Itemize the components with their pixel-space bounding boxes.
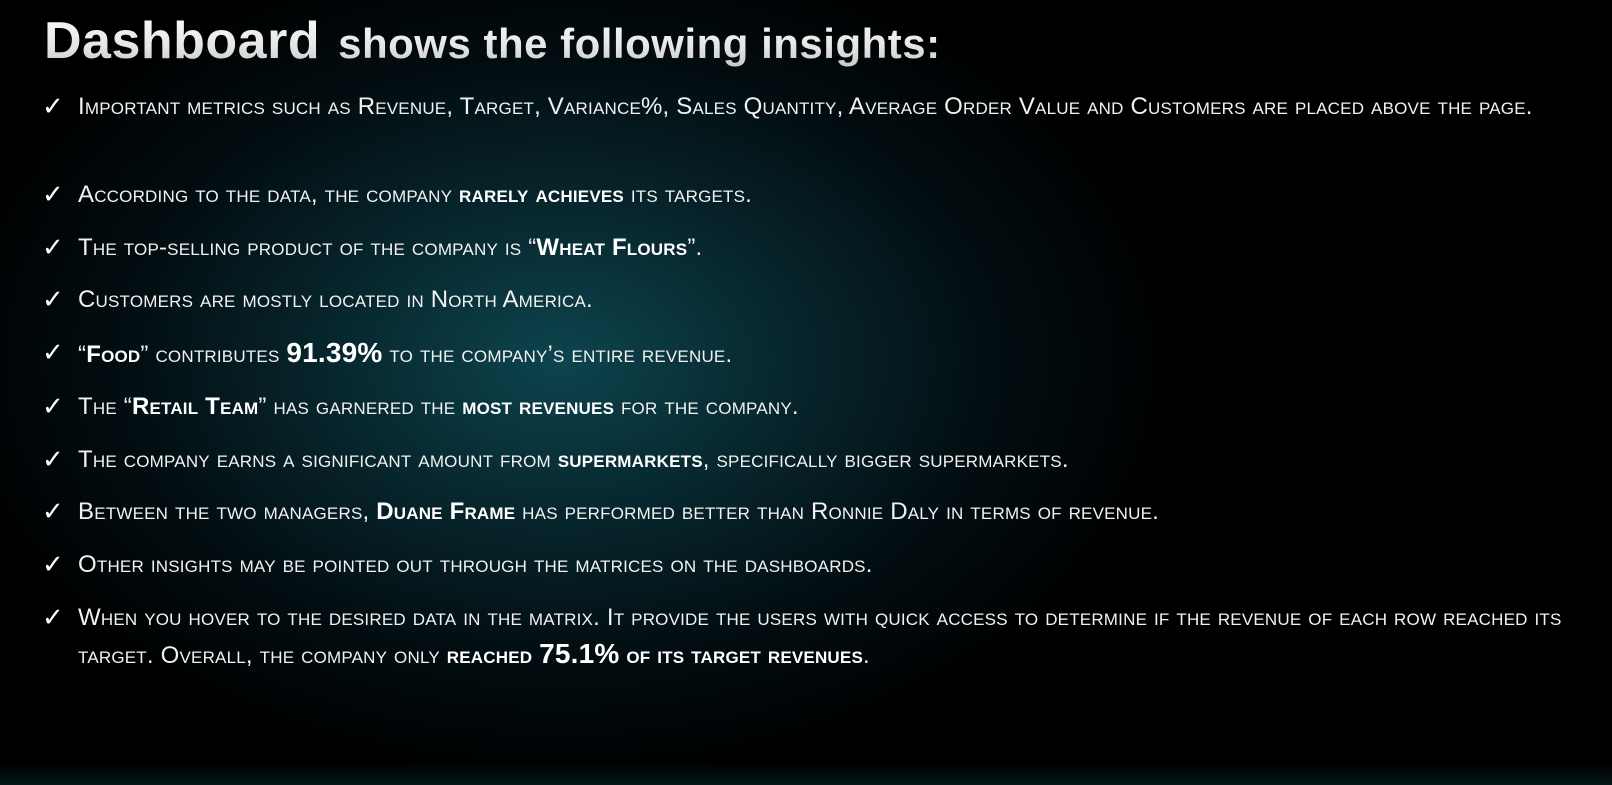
insight-emphasis: supermarkets	[557, 446, 703, 473]
insight-emphasis: Retail Team	[131, 393, 259, 420]
list-item: ✓ The company earns a significant amount…	[42, 442, 1602, 478]
checkmark-icon: ✓	[42, 338, 64, 368]
insight-text: According to the data, the company rarel…	[78, 177, 1602, 213]
insight-text: Between the two managers, Duane Frame ha…	[78, 494, 1602, 530]
insight-text-part: its targets.	[623, 181, 753, 208]
insight-text-part: ” has garnered the	[258, 393, 463, 420]
insight-text-part: ” contributes	[140, 341, 287, 368]
list-item: ✓ Important metrics such as Revenue, Tar…	[42, 89, 1602, 125]
insight-text-part: Customers are mostly located in North Am…	[78, 286, 593, 313]
insight-text-part: has performed better than Ronnie Daly in…	[515, 498, 1160, 525]
insight-text-part: When you hover to the desired data in th…	[78, 604, 1562, 669]
insight-text-part: to the company’s entire revenue.	[382, 341, 733, 368]
insight-text-part: ”.	[687, 234, 703, 261]
insight-text-part: The “	[78, 393, 132, 420]
list-item: ✓ “Food” contributes 91.39% to the compa…	[42, 335, 1602, 373]
insight-emphasis: most revenues	[462, 393, 615, 420]
insight-emphasis: Food	[86, 341, 141, 368]
insight-text: Important metrics such as Revenue, Targe…	[78, 89, 1602, 125]
checkmark-icon: ✓	[42, 445, 64, 475]
insight-text-part: .	[863, 642, 870, 669]
insight-text: Customers are mostly located in North Am…	[78, 282, 1602, 318]
insight-text-part: Between the two managers,	[78, 498, 377, 525]
insight-text-part: “	[78, 341, 87, 368]
insight-text: The company earns a significant amount f…	[78, 442, 1602, 478]
insight-text-part: Important metrics such as Revenue, Targe…	[78, 93, 1533, 120]
insight-text: Other insights may be pointed out throug…	[78, 547, 1602, 583]
insight-emphasis: of its target revenues	[619, 642, 863, 669]
insight-text-part: , specifically bigger supermarkets.	[702, 446, 1069, 473]
insight-text: The top-selling product of the company i…	[78, 230, 1602, 266]
checkmark-icon: ✓	[42, 603, 64, 633]
list-item: ✓ Other insights may be pointed out thro…	[42, 547, 1602, 583]
checkmark-icon: ✓	[42, 233, 64, 263]
insight-text: When you hover to the desired data in th…	[78, 600, 1602, 674]
list-item: ✓ When you hover to the desired data in …	[42, 600, 1602, 674]
checkmark-icon: ✓	[42, 392, 64, 422]
insight-text: The “Retail Team” has garnered the most …	[78, 389, 1602, 425]
insight-emphasis: Wheat Flours	[536, 234, 688, 261]
insight-text-part: for the company.	[614, 393, 799, 420]
insight-emphasis: Duane Frame	[376, 498, 516, 525]
list-item: ✓ According to the data, the company rar…	[42, 177, 1602, 213]
list-item: ✓ The “Retail Team” has garnered the mos…	[42, 389, 1602, 425]
insight-percentage: 75.1%	[539, 638, 620, 669]
list-item: ✓ Customers are mostly located in North …	[42, 282, 1602, 318]
checkmark-icon: ✓	[42, 180, 64, 210]
insight-text: “Food” contributes 91.39% to the company…	[78, 335, 1602, 373]
checkmark-icon: ✓	[42, 285, 64, 315]
checkmark-icon: ✓	[42, 497, 64, 527]
insight-emphasis: reached	[446, 642, 540, 669]
list-item: ✓ Between the two managers, Duane Frame …	[42, 494, 1602, 530]
insight-text-part: The company earns a significant amount f…	[78, 446, 558, 473]
checkmark-icon: ✓	[42, 92, 64, 122]
insight-emphasis: rarely achieves	[459, 181, 624, 208]
insight-text-part: Other insights may be pointed out throug…	[78, 551, 873, 578]
insight-percentage: 91.39%	[286, 337, 383, 368]
checkmark-icon: ✓	[42, 550, 64, 580]
insight-text-part: The top-selling product of the company i…	[78, 234, 537, 261]
list-item: ✓ The top-selling product of the company…	[42, 230, 1602, 266]
insight-text-part: According to the data, the company	[78, 181, 460, 208]
